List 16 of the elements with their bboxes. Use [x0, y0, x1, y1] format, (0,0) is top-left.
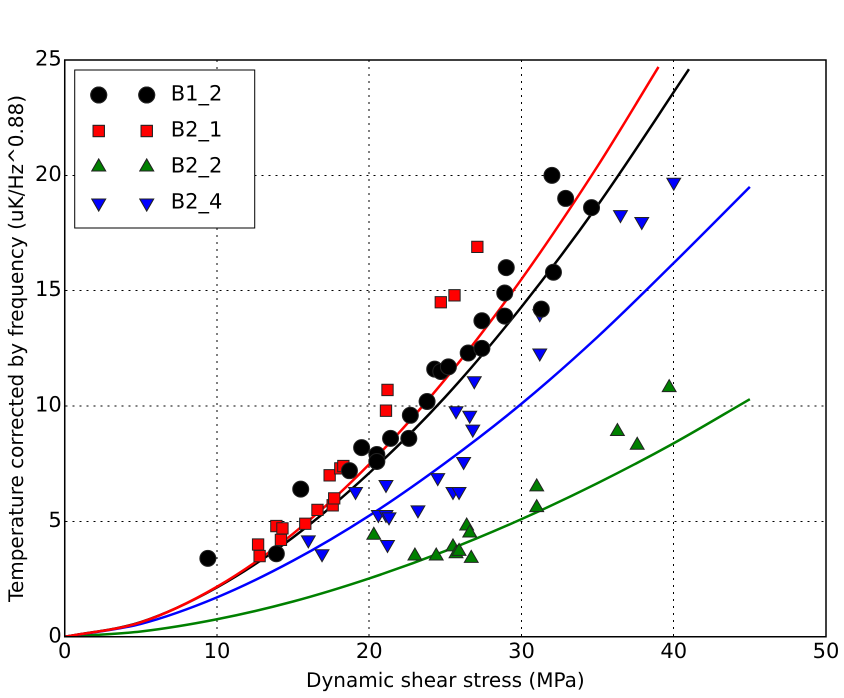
x-tick-label: 30 [508, 638, 535, 663]
y-tick-label: 25 [34, 46, 62, 70]
y-tick-label: 5 [48, 508, 62, 532]
legend-label: B2_1 [170, 117, 222, 142]
y-axis-title: Temperature corrected by frequency (uK/Hz^0.88) [4, 94, 28, 603]
legend-label: B1_2 [170, 81, 222, 106]
x-tick-label: 10 [204, 638, 230, 663]
legend-label: B2_4 [170, 189, 222, 214]
x-tick-label: 20 [356, 638, 383, 663]
y-tick-label: 15 [34, 277, 62, 302]
legend-label: B2_2 [170, 153, 222, 178]
x-tick-label: 40 [660, 638, 688, 663]
x-axis-title: Dynamic shear stress (MPa) [306, 668, 585, 692]
x-tick-label: 50 [812, 638, 840, 663]
y-tick-label: 10 [34, 392, 62, 417]
y-tick-label: 20 [34, 162, 62, 186]
